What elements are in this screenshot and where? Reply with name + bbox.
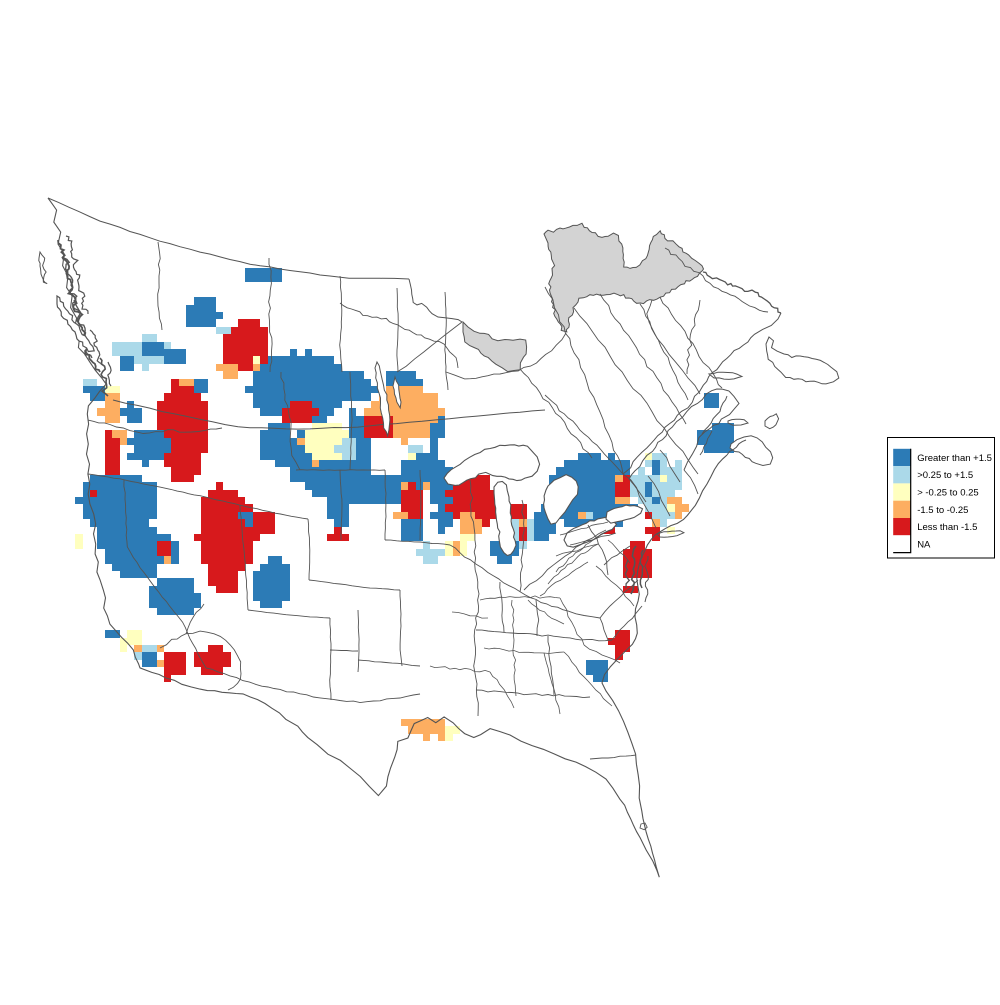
- svg-text:>0.25 to +1.5: >0.25 to +1.5: [917, 470, 973, 481]
- svg-text:Greater than +1.5: Greater than +1.5: [917, 453, 992, 464]
- svg-text:NA: NA: [917, 539, 931, 550]
- svg-text:-1.5 to -0.25: -1.5 to -0.25: [917, 505, 968, 516]
- svg-text:Less than -1.5: Less than -1.5: [917, 522, 977, 533]
- svg-text:> -0.25 to 0.25: > -0.25 to 0.25: [917, 487, 979, 498]
